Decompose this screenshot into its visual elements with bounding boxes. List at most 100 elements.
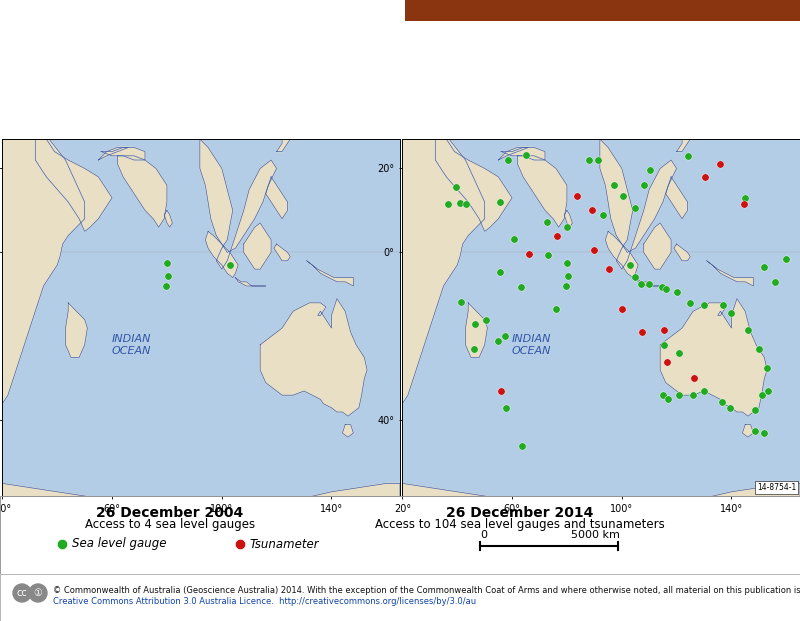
Polygon shape <box>742 425 754 437</box>
Point <box>499 332 512 342</box>
Polygon shape <box>260 299 367 416</box>
Point <box>492 335 505 345</box>
Point <box>681 151 694 161</box>
Point <box>603 264 616 274</box>
Point <box>769 277 782 287</box>
Polygon shape <box>687 93 698 109</box>
Polygon shape <box>635 278 666 286</box>
Point <box>636 327 649 337</box>
Point <box>724 403 737 413</box>
Point <box>494 267 506 277</box>
Polygon shape <box>235 278 266 286</box>
Point <box>755 390 768 400</box>
Text: Australian Tsunami Warning System: Australian Tsunami Warning System <box>200 25 766 53</box>
Point <box>659 284 672 294</box>
Polygon shape <box>334 97 485 404</box>
Point <box>56 539 68 549</box>
Point <box>455 73 468 83</box>
Polygon shape <box>666 177 687 219</box>
Point <box>480 315 493 325</box>
Text: INDIAN
OCEAN: INDIAN OCEAN <box>111 333 151 356</box>
Polygon shape <box>200 139 277 269</box>
Text: 14-8754-1: 14-8754-1 <box>757 483 796 492</box>
Point <box>451 75 464 85</box>
Polygon shape <box>164 211 173 227</box>
Text: ✦: ✦ <box>54 15 86 53</box>
Point <box>742 325 754 335</box>
Point <box>780 254 793 264</box>
Polygon shape <box>118 156 167 227</box>
Point <box>460 199 473 209</box>
Point <box>542 250 554 260</box>
Point <box>661 356 674 366</box>
Polygon shape <box>501 147 545 160</box>
Point <box>655 282 668 292</box>
Point <box>717 300 730 310</box>
Point <box>454 198 466 208</box>
Text: 26 December 2014: 26 December 2014 <box>446 506 594 520</box>
Polygon shape <box>498 147 529 160</box>
Point <box>684 298 697 308</box>
Point <box>450 183 462 193</box>
Circle shape <box>29 584 47 602</box>
Circle shape <box>13 584 31 602</box>
Point <box>758 428 770 438</box>
Polygon shape <box>402 483 800 525</box>
Point <box>738 199 750 209</box>
Polygon shape <box>677 59 745 152</box>
Point <box>519 150 532 160</box>
Point <box>638 180 650 190</box>
Point <box>748 426 761 436</box>
Point <box>688 373 701 383</box>
Point <box>761 363 774 373</box>
Point <box>662 394 674 404</box>
Point <box>223 260 236 270</box>
Point <box>588 245 601 255</box>
Polygon shape <box>600 139 677 269</box>
Point <box>450 65 462 75</box>
Point <box>629 203 642 213</box>
Point <box>725 309 738 319</box>
Text: ①: ① <box>34 588 42 598</box>
Point <box>617 191 630 201</box>
Point <box>762 386 775 396</box>
Point <box>686 390 699 400</box>
Text: Australian Government: Australian Government <box>14 84 126 94</box>
Point <box>607 180 620 190</box>
Polygon shape <box>674 244 690 261</box>
Point <box>738 193 751 203</box>
Point <box>597 211 610 220</box>
Point <box>698 300 710 310</box>
Text: © Commonwealth of Australia (Geoscience Australia) 2014. With the exception of t: © Commonwealth of Australia (Geoscience … <box>53 586 800 595</box>
Polygon shape <box>564 211 573 227</box>
Point <box>541 217 554 227</box>
Point <box>468 319 481 329</box>
Point <box>698 386 710 396</box>
Point <box>562 271 574 281</box>
Polygon shape <box>66 303 87 358</box>
Point <box>715 397 728 407</box>
Point <box>494 386 507 396</box>
Point <box>634 279 647 289</box>
Polygon shape <box>266 177 287 219</box>
Point <box>720 98 733 108</box>
Point <box>734 69 747 79</box>
Point <box>592 155 605 165</box>
Polygon shape <box>435 130 512 232</box>
Polygon shape <box>0 97 85 404</box>
Polygon shape <box>644 223 671 269</box>
Text: Sea level gauge: Sea level gauge <box>72 538 166 550</box>
Polygon shape <box>206 232 238 278</box>
Polygon shape <box>660 299 767 416</box>
Point <box>670 288 683 297</box>
Polygon shape <box>101 147 145 160</box>
Point <box>658 340 670 350</box>
Point <box>699 172 712 182</box>
Polygon shape <box>98 147 129 160</box>
Bar <box>405 0 800 21</box>
Point <box>753 344 766 354</box>
Text: Creative Commons Attribution 3.0 Australia Licence.  http://creativecommons.org/: Creative Commons Attribution 3.0 Austral… <box>53 597 476 606</box>
Text: INDIAN
OCEAN: INDIAN OCEAN <box>511 333 551 356</box>
Point <box>494 197 506 207</box>
Point <box>550 304 562 314</box>
